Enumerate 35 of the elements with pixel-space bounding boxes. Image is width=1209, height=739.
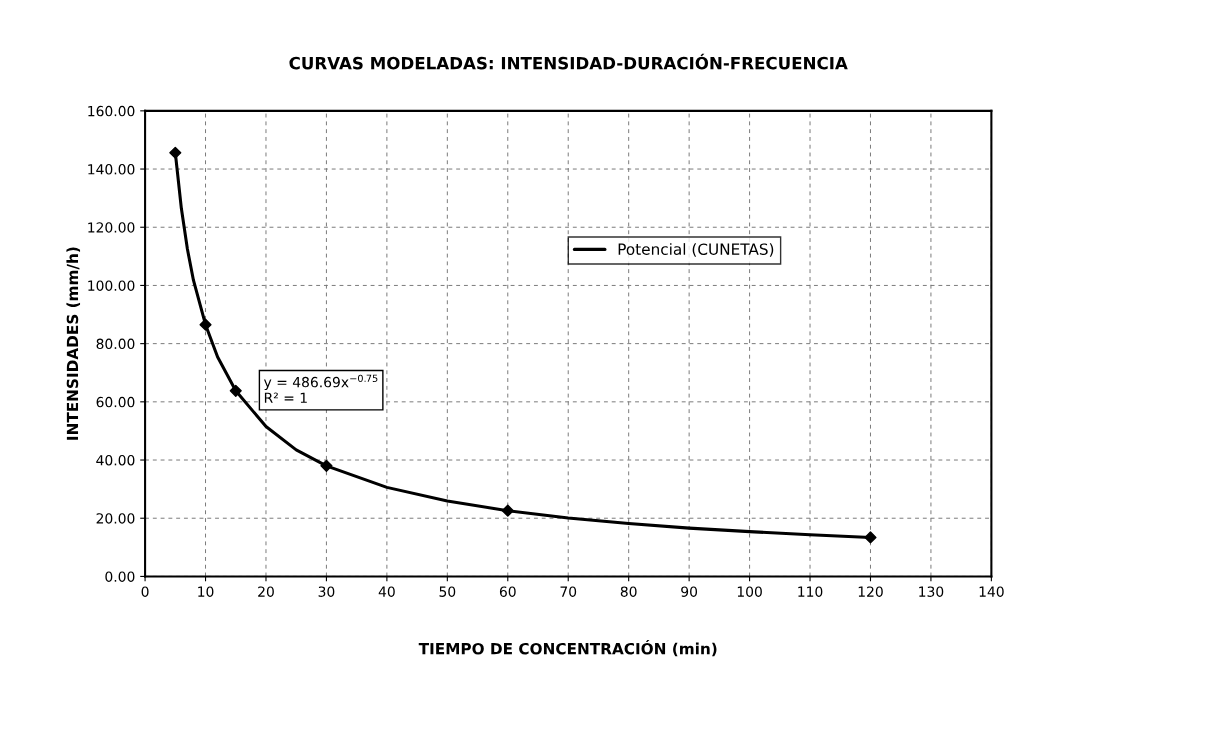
y-tick-label: 60.00	[96, 396, 135, 408]
point	[169, 146, 182, 159]
point	[229, 384, 242, 397]
x-tick-label: 10	[198, 586, 214, 597]
point	[320, 459, 333, 472]
y-tick-label: 20.00	[96, 513, 135, 524]
chart-title: CURVAS MODELADAS: INTENSIDAD-DURACIÓN-FRECUENCIA	[289, 53, 848, 70]
x-tick-label: 20	[258, 586, 274, 597]
x-tick-label: 140	[979, 586, 1004, 597]
x-tick-label: 100	[737, 586, 762, 597]
y-tick-label: 160.00	[88, 105, 135, 117]
x-tick-label: 120	[858, 586, 883, 597]
x-tick-label: 90	[681, 586, 698, 597]
y-axis-title: INTENSIDADES (mm/h)	[66, 247, 81, 440]
point	[864, 531, 877, 544]
point	[199, 318, 212, 331]
y-tick-label: 0.00	[105, 571, 135, 582]
x-tick-label: 70	[560, 586, 577, 597]
y-tick-label: 120.00	[88, 222, 135, 233]
x-axis-title: TIEMPO DE CONCENTRACIÓN (min)	[418, 640, 717, 657]
x-tick-label: 30	[318, 586, 335, 597]
y-tick-label: 80.00	[96, 338, 135, 350]
x-tick-label: 130	[919, 586, 944, 597]
y-tick-label: 40.00	[96, 455, 135, 466]
y-tick-label: 140.00	[88, 164, 135, 175]
x-tick-label: 50	[439, 586, 456, 597]
point	[501, 504, 514, 517]
text: y = 486.69x$^{−0.75}$ R² = 1	[263, 374, 378, 403]
x-tick-label: 60	[499, 586, 516, 597]
y-tick-label: 100.00	[88, 280, 135, 291]
x-tick-label: 40	[378, 586, 395, 597]
x-tick-label: 110	[798, 586, 823, 597]
x-tick-label: 80	[620, 586, 637, 597]
legend-label: Potencial (CUNETAS)	[618, 243, 774, 257]
x-tick-label: 0	[141, 586, 149, 597]
